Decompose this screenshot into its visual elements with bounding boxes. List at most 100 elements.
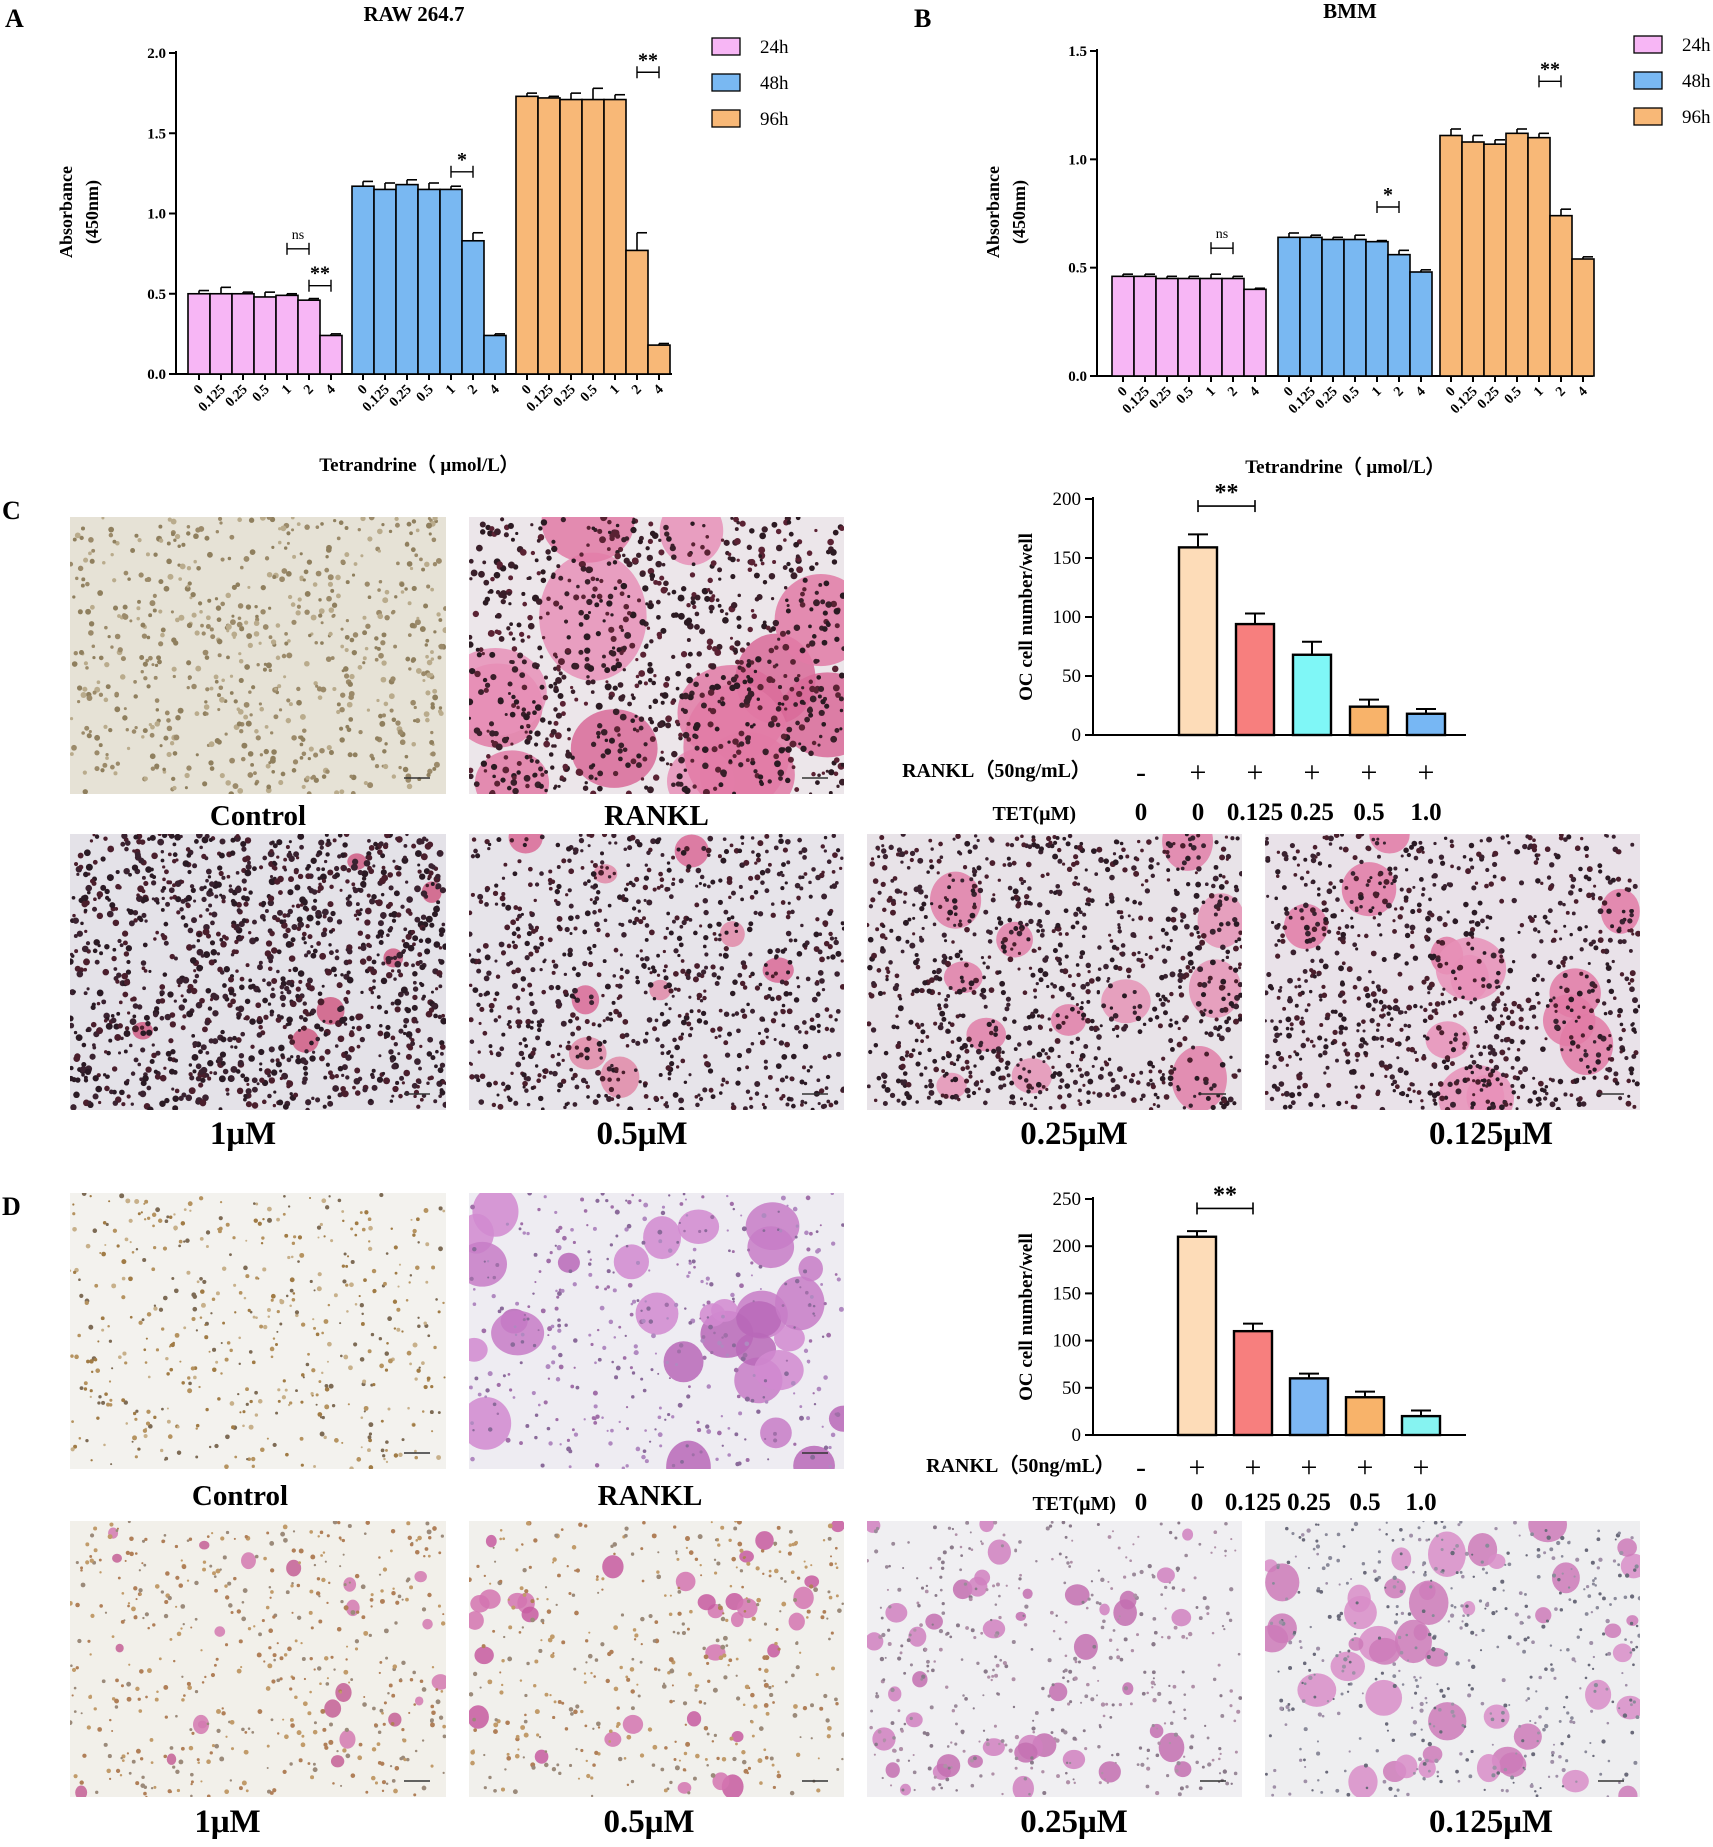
cell-dot xyxy=(1098,857,1104,863)
cell-dot xyxy=(353,913,358,918)
cell-dot xyxy=(394,595,398,599)
cell-dot xyxy=(327,1070,333,1076)
cell-dot xyxy=(770,1017,777,1024)
cell-dot xyxy=(1172,924,1178,931)
cell-dot xyxy=(132,909,139,916)
chart-c-bar xyxy=(1234,622,1276,737)
cell-dot xyxy=(985,1088,991,1094)
cell-dot xyxy=(351,649,358,656)
cell-dot xyxy=(215,931,221,937)
cell-dot xyxy=(315,1036,321,1042)
cell-dot xyxy=(1214,1017,1219,1022)
cell-dot xyxy=(546,596,551,602)
cell-dot xyxy=(1044,909,1051,915)
cell-dot xyxy=(634,916,640,922)
cell-dot xyxy=(420,853,428,861)
cell-dot xyxy=(515,531,519,536)
cell-dot xyxy=(567,888,572,893)
cell-dot xyxy=(696,972,702,978)
cell-dot xyxy=(110,1017,117,1024)
cell-dot xyxy=(1046,984,1050,989)
chart-a-bar xyxy=(351,185,375,375)
cell-dot xyxy=(432,562,438,567)
cell-dot xyxy=(649,639,654,644)
cell-dot xyxy=(1166,999,1171,1003)
chart-c-significance-label: ** xyxy=(1215,480,1239,506)
cell-dot xyxy=(751,850,755,854)
cell-dot xyxy=(433,761,440,768)
cell-dot xyxy=(270,1058,275,1063)
cell-dot xyxy=(149,600,156,607)
cell-dot xyxy=(780,900,786,905)
cell-dot xyxy=(739,647,746,653)
cell-dot xyxy=(1066,1093,1072,1098)
cell-dot xyxy=(1209,959,1216,966)
cell-dot xyxy=(610,635,617,642)
cell-dot xyxy=(70,1075,74,1082)
cell-dot xyxy=(172,674,176,679)
cell-dot xyxy=(707,923,713,929)
cell-dot xyxy=(1167,842,1174,849)
cell-dot xyxy=(759,532,767,540)
cell-dot xyxy=(383,1077,391,1085)
cell-dot xyxy=(320,522,324,526)
cell-dot xyxy=(619,967,624,972)
cell-dot xyxy=(267,1073,271,1078)
cell-dot xyxy=(646,899,653,906)
cell-dot xyxy=(814,561,819,566)
cell-dot xyxy=(147,1106,154,1110)
cell-dot xyxy=(790,572,798,580)
osteoclast-cell xyxy=(570,709,658,788)
cell-dot xyxy=(501,950,506,956)
cell-dot xyxy=(410,699,416,706)
chart-b-x-tick-label: 0.5 xyxy=(1174,384,1197,407)
cell-dot xyxy=(286,852,293,859)
cell-dot xyxy=(469,773,474,780)
cell-dot xyxy=(867,936,874,943)
cell-dot xyxy=(617,682,624,688)
cell-dot xyxy=(140,1047,146,1053)
cell-dot xyxy=(1228,1001,1235,1007)
cell-dot xyxy=(1119,951,1123,956)
chart-c-bar xyxy=(1348,705,1390,737)
cell-dot xyxy=(949,1022,955,1028)
cell-dot xyxy=(234,1045,238,1049)
cell-dot xyxy=(343,673,350,679)
cell-dot xyxy=(1064,932,1069,936)
cell-dot xyxy=(620,628,624,632)
cell-dot xyxy=(726,916,731,922)
cell-dot xyxy=(254,729,259,734)
cell-dot xyxy=(343,1022,348,1026)
osteoclast-cell xyxy=(1101,979,1151,1024)
cell-dot xyxy=(136,895,143,903)
cell-dot xyxy=(746,1002,750,1007)
cell-dot xyxy=(279,919,285,925)
cell-dot xyxy=(489,526,495,532)
cell-dot xyxy=(671,554,677,560)
cell-dot xyxy=(544,769,549,774)
cell-dot xyxy=(969,1043,974,1048)
cell-dot xyxy=(825,1074,831,1080)
cell-dot xyxy=(378,579,383,584)
cell-dot xyxy=(673,612,679,618)
cell-dot xyxy=(318,598,322,602)
cell-dot xyxy=(897,1005,904,1012)
cell-dot xyxy=(686,676,693,684)
cell-dot xyxy=(1005,1060,1011,1066)
cell-dot xyxy=(97,590,104,596)
cell-dot xyxy=(672,1037,677,1043)
cell-dot xyxy=(310,857,317,864)
cell-dot xyxy=(437,655,442,660)
cell-dot xyxy=(231,923,236,929)
cell-dot xyxy=(964,840,971,847)
cell-dot xyxy=(946,994,951,998)
cell-dot xyxy=(1122,867,1128,873)
cell-dot xyxy=(151,1043,155,1047)
cell-dot xyxy=(755,852,761,858)
chart-d-y-tick-label: 0 xyxy=(1072,1425,1082,1446)
cell-dot xyxy=(258,1067,263,1072)
cell-dot xyxy=(1167,1075,1174,1082)
cell-dot xyxy=(1138,915,1144,921)
cell-dot xyxy=(980,987,987,994)
cell-dot xyxy=(532,710,537,716)
